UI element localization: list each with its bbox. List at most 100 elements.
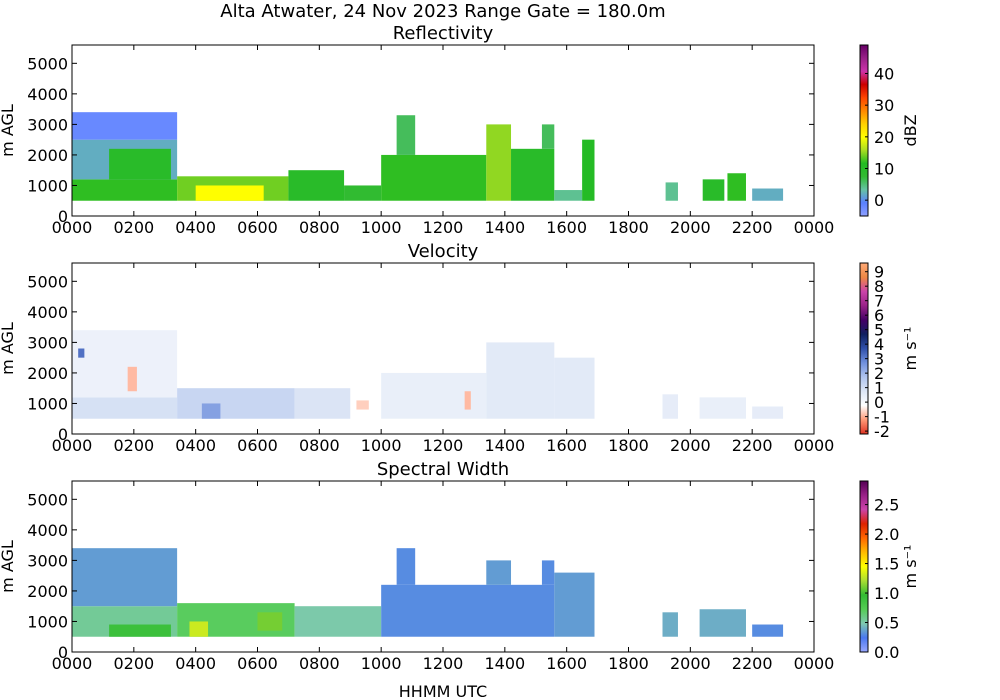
heatmap-cell <box>294 606 382 637</box>
y-axis-label: m AGL <box>0 322 17 375</box>
heatmap-cell <box>752 406 784 419</box>
colorbar-label: m s⁻¹ <box>901 327 920 371</box>
x-tick-label: 1400 <box>484 436 525 455</box>
x-tick-label: 2200 <box>732 218 773 237</box>
x-tick-label: 2200 <box>732 436 773 455</box>
heatmap-cell <box>665 182 678 201</box>
heatmap-cell <box>177 388 295 419</box>
heatmap-cell <box>109 624 171 637</box>
x-tick-label: 2000 <box>670 218 711 237</box>
colorbar-gradient <box>859 44 869 217</box>
colorbar-tick-label: 10 <box>874 160 894 179</box>
panel-title: Velocity <box>408 241 479 262</box>
heatmap-data <box>72 112 784 201</box>
y-axis-label: m AGL <box>0 540 17 593</box>
x-tick-label: 0800 <box>299 218 340 237</box>
y-tick-label: 1000 <box>27 612 68 631</box>
y-tick-label: 5000 <box>27 490 68 509</box>
colorbar-tick-label: 0 <box>874 191 884 210</box>
heatmap-cell <box>752 188 784 201</box>
y-tick-label: 0 <box>58 643 68 662</box>
x-tick-label: 1400 <box>484 654 525 673</box>
x-tick-label: 1200 <box>423 654 464 673</box>
colorbar-tick-label: -1 <box>874 408 890 427</box>
colorbar-tick-label: 0 <box>874 393 884 412</box>
heatmap-cell <box>109 148 171 180</box>
heatmap-cell <box>486 124 512 201</box>
x-tick-label: 0600 <box>237 218 278 237</box>
colorbar-tick-label: -2 <box>874 422 890 441</box>
colorbar-label: m s⁻¹ <box>901 545 920 589</box>
colorbar-tick-label: 4 <box>874 335 884 354</box>
heatmap-cell <box>344 185 382 201</box>
y-tick-label: 4000 <box>27 303 68 322</box>
x-tick-label: 0000 <box>52 654 93 673</box>
panel-velocity: Velocitym AGL000002000400060008001000120… <box>0 241 920 455</box>
panel-title: Reflectivity <box>393 23 494 44</box>
colorbar-gradient <box>859 262 869 435</box>
x-tick-label: 0000 <box>794 654 835 673</box>
y-tick-label: 4000 <box>27 85 68 104</box>
y-tick-label: 2000 <box>27 146 68 165</box>
x-tick-label: 0400 <box>175 654 216 673</box>
heatmap-cell <box>486 342 555 419</box>
heatmap-cell <box>72 179 178 201</box>
x-tick-label: 0600 <box>237 436 278 455</box>
heatmap-cell <box>127 366 137 392</box>
heatmap-cell <box>752 624 784 637</box>
x-tick-label: 0000 <box>794 436 835 455</box>
x-tick-label: 1600 <box>546 218 587 237</box>
y-tick-label: 3000 <box>27 115 68 134</box>
heatmap-cell <box>72 112 178 140</box>
colorbar-tick-label: 2.5 <box>874 496 899 515</box>
colorbar-tick-label: 7 <box>874 292 884 311</box>
x-tick-label: 0800 <box>299 436 340 455</box>
colorbar-tick-label: 2.0 <box>874 525 899 544</box>
heatmap-cell <box>511 148 555 201</box>
heatmap-cell <box>201 403 221 419</box>
colorbar-tick-label: 0.5 <box>874 614 899 633</box>
colorbar-tick-label: 30 <box>874 96 894 115</box>
y-tick-label: 5000 <box>27 272 68 291</box>
x-tick-label: 0000 <box>52 436 93 455</box>
heatmap-cell <box>662 394 678 419</box>
x-tick-label: 0400 <box>175 436 216 455</box>
x-tick-label: 1200 <box>423 436 464 455</box>
heatmap-cell <box>702 179 725 201</box>
heatmap-data <box>72 548 784 637</box>
x-tick-label: 1800 <box>608 436 649 455</box>
heatmap-cell <box>662 612 678 637</box>
colorbar: 0 10 20 30 40 dBZ <box>859 44 920 217</box>
x-tick-label: 2000 <box>670 436 711 455</box>
panel-spectral-width: Spectral Width m AGL 0000 0200 0400 0600 0800 1… <box>0 459 920 673</box>
panel-title: Spectral Width <box>377 459 509 480</box>
colorbar-tick-label: 6 <box>874 306 884 325</box>
y-tick-label: 2000 <box>27 364 68 383</box>
heatmap-cell <box>72 330 178 398</box>
heatmap-cell <box>541 124 555 149</box>
colorbar-tick-label: 1.5 <box>874 555 899 574</box>
heatmap-cell <box>288 170 345 201</box>
x-tick-label: 1000 <box>361 654 402 673</box>
heatmap-cell <box>486 560 512 585</box>
heatmap-cell <box>727 173 746 201</box>
heatmap-cell <box>554 190 583 201</box>
x-tick-label: 1800 <box>608 218 649 237</box>
heatmap-cell <box>72 548 178 607</box>
y-tick-label: 0 <box>58 207 68 226</box>
colorbar-tick-label: 8 <box>874 277 884 296</box>
heatmap-data <box>72 330 784 419</box>
heatmap-cell <box>294 388 351 419</box>
y-tick-label: 1000 <box>27 394 68 413</box>
heatmap-cell <box>189 621 209 637</box>
x-tick-label: 0200 <box>113 218 154 237</box>
x-tick-label: 0800 <box>299 654 340 673</box>
heatmap-cell <box>699 609 746 637</box>
y-axis-label: m AGL <box>0 104 17 157</box>
heatmap-cell <box>554 357 595 419</box>
x-tick-label: 1600 <box>546 436 587 455</box>
x-tick-label: 1800 <box>608 654 649 673</box>
x-tick-label: 1000 <box>361 436 402 455</box>
heatmap-cell <box>78 348 85 358</box>
